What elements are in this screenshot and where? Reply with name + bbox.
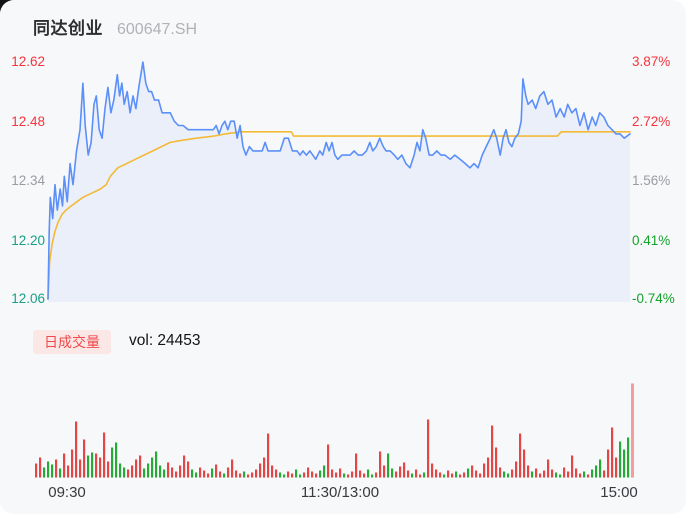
price-tick: 12.48 [11,113,45,129]
time-tick: 15:00 [600,484,638,501]
percent-tick: 3.87% [632,54,671,69]
stock-code: 600647.SH [117,21,198,38]
volume-legend-pill[interactable]: 日成交量 [33,330,111,354]
price-tick: 12.62 [11,54,45,69]
percent-tick: 1.56% [632,173,671,188]
time-tick: 11:30/13:00 [300,484,380,501]
percent-tick: 0.41% [632,232,671,248]
price-tick: 12.06 [11,291,45,306]
volume-value-label: vol: 24453 [129,332,201,349]
price-tick: 12.20 [11,232,45,248]
percent-tick: -0.74% [632,291,675,306]
price-tick: 12.34 [11,173,45,188]
time-tick: 09:30 [48,484,86,501]
percent-tick: 2.72% [632,113,671,129]
header: 同达创业 600647.SH [33,14,197,39]
stock-name: 同达创业 [33,19,103,38]
